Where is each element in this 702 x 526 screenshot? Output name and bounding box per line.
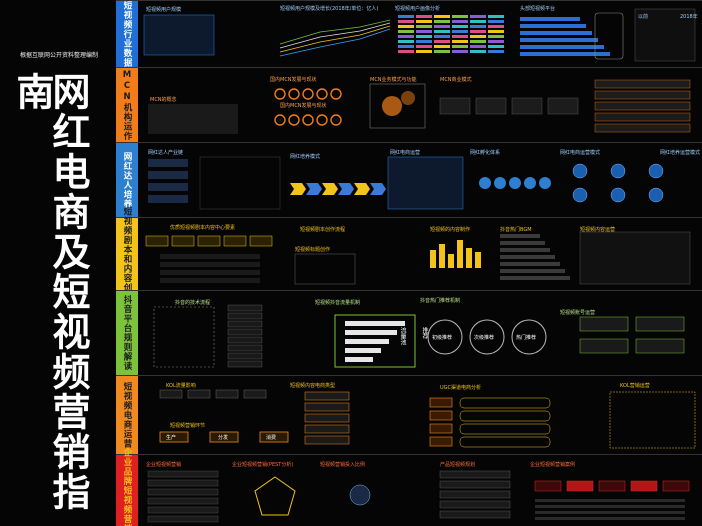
section-heading-0: KOL流量影响 — [166, 383, 196, 389]
section-s5: 抖音平台规则解读 抖音的技术流程 短视频抖音流量机制 抖音热门推荐机制短视频账号运营流… — [116, 290, 702, 375]
section-heading-3: 头部短视频平台 — [520, 6, 556, 12]
section-body: 网红达人产业链网红培养模式 网红电商运营 网红孵化体系 网红电商运营模式 网红培养运营模… — [140, 143, 702, 217]
section-heading-0: 网红达人产业链 — [148, 150, 184, 156]
section-tab: 短视频行业数据 — [116, 1, 138, 67]
section-body: KOL流量影响短视频营销环节 短视频内容电商类型 UGC渠道电商分析 KOL营销运营生… — [140, 376, 702, 454]
flow-step-consume: 消费 — [266, 435, 277, 441]
section-heading-5: 2018年 — [680, 14, 698, 20]
section-heading-4: KOL营销运营 — [620, 383, 650, 389]
section-body: MCN的概念 国内MCN发展与现状 国内MCN发展与现状 MCN业务模式与功能 MCN商… — [140, 68, 702, 142]
section-heading-0: 抖音的技术流程 — [175, 300, 211, 306]
section-heading-0: 优质短视频剧本内容中心要素 — [170, 225, 236, 231]
section-heading-0: 企业短视频营销 — [146, 462, 182, 468]
funnel-label-right: 推荐 — [421, 327, 428, 339]
section-heading-5: 网红培养运营模式 — [660, 150, 701, 156]
section-heading-2: 国内MCN发展与现状 — [280, 103, 327, 109]
section-s3: 网红达人培养 网红达人产业链 网红培养模式 网红电商运营 网红孵化体系 网红电商运营模式网… — [116, 142, 702, 217]
section-heading-1: 短视频剧本创作流程 — [300, 227, 346, 233]
section-body: 短视频用户规模 短视频用户规模及增长(2018年/单位：亿人) 短视频用户画像分析 头… — [140, 1, 702, 67]
section-diagram — [153, 304, 685, 368]
section-tab: 短视频电商运营 — [116, 376, 138, 454]
section-heading-3: 产品短视频规划 — [440, 462, 476, 468]
funnel-label-left: 流量池 — [399, 327, 406, 345]
section-heading-1: 短视频营销环节 — [170, 423, 206, 429]
section-tab: 短视频剧本和内容创作 — [116, 207, 138, 302]
section-s4: 短视频剧本和内容创作 优质短视频剧本内容中心要素 短视频剧本创作流程短视频标题创作 短… — [116, 207, 702, 302]
section-body: 企业短视频营销 企业短视频营销(PEST分析) 短视频营销投入比例 产品短视频规划 企业… — [140, 455, 702, 526]
section-heading-2: 短视频用户画像分析 — [395, 6, 441, 12]
section-s7: 企业品牌短视频营销 企业短视频营销 企业短视频营销(PEST分析) 短视频营销投入比例… — [116, 448, 702, 526]
section-heading-3: 短视频账号运营 — [560, 310, 596, 316]
section-heading-1: 短视频抖音流量机制 — [315, 300, 361, 306]
section-heading-4: 抖音热门BGM — [500, 227, 532, 233]
page-title: 网红电商及短视频营销指南 — [10, 72, 90, 512]
section-tab: 企业品牌短视频营销 — [116, 448, 138, 526]
section-heading-4: 网红电商运营模式 — [560, 150, 601, 156]
section-heading-0: MCN的概念 — [150, 97, 177, 103]
section-heading-0: 短视频用户规模 — [146, 7, 182, 13]
recommend-stage-label: 次级推荐 — [474, 335, 495, 341]
recommend-stage-label: 初级推荐 — [432, 335, 453, 341]
section-tab: 抖音平台规则解读 — [116, 291, 138, 375]
section-heading-3: UGC渠道电商分析 — [440, 385, 482, 391]
section-s6: 短视频电商运营 KOL流量影响 短视频营销环节 短视频内容电商类型 UGC渠道电商分析 K… — [116, 375, 702, 454]
section-heading-4: MCN商业模式 — [440, 77, 472, 83]
section-heading-2: 短视频内容电商类型 — [290, 383, 336, 389]
flow-step-produce: 生产 — [166, 435, 177, 441]
section-body: 抖音的技术流程 短视频抖音流量机制 抖音热门推荐机制短视频账号运营流量池 推荐 初级推荐… — [140, 291, 702, 375]
section-heading-3: 短视频的内容制作 — [430, 227, 471, 233]
flow-step-distribute: 分发 — [218, 435, 229, 441]
section-heading-4: 以前 — [638, 14, 649, 20]
section-tab: 网红达人培养 — [116, 143, 138, 217]
section-tab-label: 企业品牌短视频营销 — [122, 448, 132, 526]
section-heading-1: 网红培养模式 — [290, 154, 321, 160]
section-tab-label: MCN机构运作 — [122, 69, 132, 141]
section-diagram — [145, 231, 691, 285]
section-tab-label: 短视频剧本和内容创作 — [122, 206, 132, 302]
section-diagram — [159, 389, 696, 449]
section-heading-5: 短视频内容运营 — [580, 227, 616, 233]
section-tab-label: 抖音平台规则解读 — [122, 295, 132, 371]
section-heading-1: 企业短视频营销(PEST分析) — [232, 462, 294, 468]
section-heading-3: 网红孵化体系 — [470, 150, 501, 156]
section-heading-4: 企业短视频营销案例 — [530, 462, 576, 468]
section-heading-1: 国内MCN发展与现状 — [270, 77, 317, 83]
section-heading-2: 短视频标题创作 — [295, 247, 331, 253]
section-heading-2: 短视频营销投入比例 — [320, 462, 366, 468]
section-body: 优质短视频剧本内容中心要素 短视频剧本创作流程短视频标题创作 短视频的内容制作 抖音热… — [140, 218, 702, 290]
section-heading-2: 抖音热门推荐机制 — [420, 298, 461, 304]
section-diagram — [148, 79, 691, 134]
section-diagram — [147, 470, 690, 523]
section-tab: MCN机构运作 — [116, 68, 138, 142]
section-tab-label: 短视频电商运营 — [122, 381, 132, 449]
section-s1: 短视频行业数据 短视频用户规模 短视频用户规模及增长(2018年/单位：亿人) 短视频… — [116, 0, 702, 67]
section-diagram — [143, 8, 696, 62]
section-tab-label: 短视频行业数据 — [122, 0, 132, 68]
section-heading-2: 网红电商运营 — [390, 150, 421, 156]
section-heading-1: 短视频用户规模及增长(2018年/单位：亿人) — [280, 6, 379, 12]
section-diagram — [148, 156, 664, 210]
section-tab-label: 网红达人培养 — [122, 151, 132, 209]
section-heading-3: MCN业务模式与功能 — [370, 77, 417, 83]
section-s2: MCN机构运作 MCN的概念 国内MCN发展与现状 国内MCN发展与现状 MCN业务模式… — [116, 67, 702, 142]
page-subtitle: 根据互联网公开资料整理编制 — [20, 52, 99, 59]
recommend-stage-label: 热门推荐 — [516, 335, 537, 341]
